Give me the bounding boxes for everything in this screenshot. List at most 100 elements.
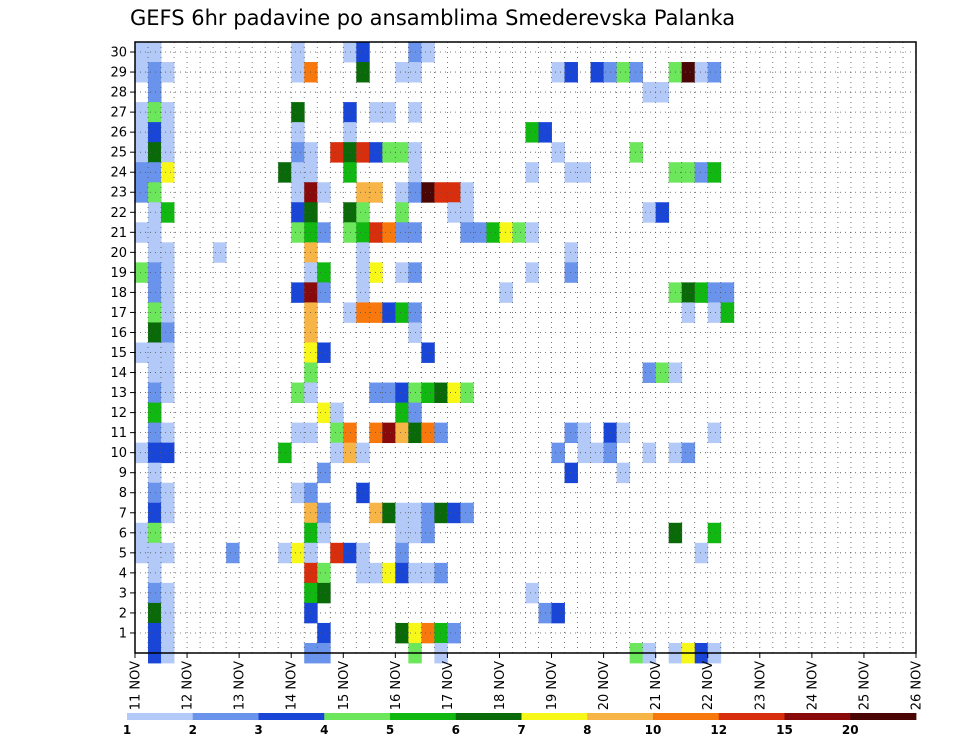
heatmap-cell bbox=[148, 162, 162, 183]
y-tick-label: 27 bbox=[110, 106, 127, 121]
heatmap-cell bbox=[161, 502, 175, 524]
heatmap-cell bbox=[577, 422, 591, 444]
heatmap-cell bbox=[460, 502, 474, 524]
heatmap-cell bbox=[681, 62, 696, 83]
heatmap-cell bbox=[460, 222, 474, 243]
heatmap-cell bbox=[291, 102, 305, 123]
y-tick-label: 19 bbox=[110, 266, 127, 281]
heatmap-cell bbox=[291, 202, 305, 223]
colorbar-label: 20 bbox=[842, 723, 859, 737]
heatmap-cell bbox=[551, 62, 565, 83]
heatmap-cell bbox=[499, 222, 513, 243]
x-tick-label: 21 NOV bbox=[649, 661, 664, 710]
x-tick-label: 22 NOV bbox=[701, 661, 716, 710]
heatmap-cell bbox=[148, 382, 162, 403]
heatmap-cell bbox=[291, 122, 305, 143]
heatmap-cell bbox=[330, 542, 344, 564]
heatmap-cell bbox=[681, 282, 696, 303]
y-tick-label: 13 bbox=[110, 386, 127, 401]
y-tick-label: 20 bbox=[110, 246, 127, 261]
heatmap-cell bbox=[421, 382, 435, 403]
heatmap-cell bbox=[421, 182, 435, 203]
heatmap-cell bbox=[356, 482, 370, 504]
heatmap-cell bbox=[317, 522, 331, 544]
heatmap-cell bbox=[135, 182, 149, 203]
y-tick-label: 5 bbox=[119, 546, 127, 561]
heatmap-cell bbox=[382, 142, 396, 163]
heatmap-cell bbox=[694, 282, 709, 303]
heatmap-cell bbox=[161, 102, 175, 123]
heatmap-cell bbox=[291, 142, 305, 163]
heatmap-cell bbox=[395, 202, 409, 223]
colorbar-swatch bbox=[324, 713, 391, 720]
heatmap-cell bbox=[226, 542, 240, 564]
heatmap-cell bbox=[642, 362, 657, 383]
heatmap-cell bbox=[343, 162, 357, 183]
heatmap-cell bbox=[161, 262, 175, 283]
heatmap-cell bbox=[135, 442, 149, 464]
heatmap-cell bbox=[421, 342, 435, 363]
heatmap-cell bbox=[395, 302, 409, 323]
heatmap-cell bbox=[421, 42, 435, 63]
heatmap-cell bbox=[616, 462, 631, 484]
heatmap-cell bbox=[395, 522, 409, 544]
heatmap-cell bbox=[161, 542, 175, 564]
heatmap-cell bbox=[707, 522, 722, 544]
heatmap-cell bbox=[356, 542, 370, 564]
heatmap-cell bbox=[148, 622, 162, 644]
heatmap-cell bbox=[564, 62, 578, 83]
heatmap-cells bbox=[135, 42, 735, 664]
colorbar-swatch bbox=[850, 713, 917, 720]
heatmap-cell bbox=[694, 162, 709, 183]
x-tick-label: 25 NOV bbox=[857, 661, 872, 710]
heatmap-cell bbox=[486, 222, 500, 243]
colorbar-label: 7 bbox=[517, 723, 525, 737]
heatmap-cell bbox=[148, 482, 162, 504]
colorbar-swatch bbox=[653, 713, 720, 720]
heatmap-cell bbox=[135, 522, 149, 544]
heatmap-cell bbox=[330, 402, 344, 424]
heatmap-cell bbox=[135, 62, 149, 83]
heatmap-cell bbox=[369, 302, 383, 323]
heatmap-cell bbox=[148, 322, 162, 343]
x-tick-label: 14 NOV bbox=[285, 661, 300, 710]
heatmap-cell bbox=[161, 602, 175, 624]
heatmap-cell bbox=[317, 282, 331, 303]
y-tick-label: 30 bbox=[110, 46, 127, 61]
heatmap-cell bbox=[551, 602, 565, 624]
heatmap-cell bbox=[564, 242, 578, 263]
heatmap-cell bbox=[148, 62, 162, 83]
chart-title: GEFS 6hr padavine po ansamblima Smederev… bbox=[130, 6, 735, 30]
heatmap-cell bbox=[707, 62, 722, 83]
heatmap-cell bbox=[343, 202, 357, 223]
heatmap-cell bbox=[525, 122, 539, 143]
heatmap-cell bbox=[369, 222, 383, 243]
heatmap-cell bbox=[135, 162, 149, 183]
heatmap-cell bbox=[161, 622, 175, 644]
heatmap-cell bbox=[317, 402, 331, 424]
heatmap-cell bbox=[161, 422, 175, 444]
heatmap-cell bbox=[590, 442, 604, 464]
heatmap-cell bbox=[148, 602, 162, 624]
colorbar-swatch bbox=[784, 713, 851, 720]
heatmap-cell bbox=[135, 122, 149, 143]
heatmap-cell bbox=[343, 222, 357, 243]
heatmap-cell bbox=[577, 162, 591, 183]
y-tick-label: 17 bbox=[110, 306, 127, 321]
colorbar-label: 1 bbox=[123, 723, 131, 737]
heatmap-cell bbox=[291, 482, 305, 504]
heatmap-cell bbox=[317, 622, 331, 644]
x-tick-label: 20 NOV bbox=[597, 661, 612, 710]
heatmap-cell bbox=[447, 622, 461, 644]
heatmap-cell bbox=[395, 142, 409, 163]
heatmap-cell bbox=[291, 222, 305, 243]
colorbar-label: 2 bbox=[189, 723, 197, 737]
heatmap-cell bbox=[382, 222, 396, 243]
heatmap-cell bbox=[148, 262, 162, 283]
x-tick-label: 11 NOV bbox=[129, 661, 144, 710]
heatmap-cell bbox=[291, 542, 305, 564]
colorbar-label: 4 bbox=[320, 723, 328, 737]
heatmap-cell bbox=[460, 202, 474, 223]
heatmap-cell bbox=[551, 442, 565, 464]
